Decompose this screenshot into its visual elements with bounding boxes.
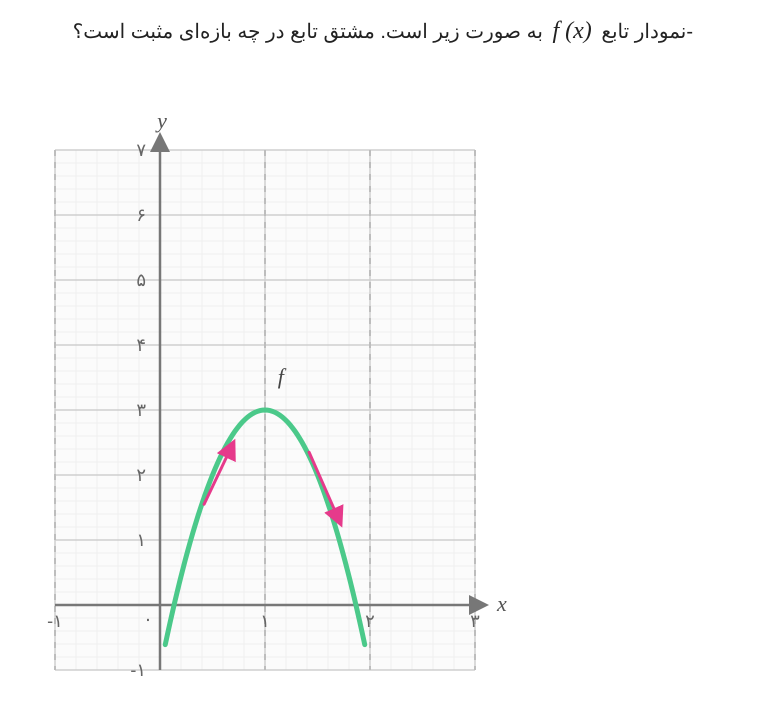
svg-text:۵: ۵: [136, 270, 146, 290]
question-text: -نمودار تابع f (x) به صورت زیر است. مشتق…: [60, 12, 693, 50]
question-post: به صورت زیر است. مشتق تابع در چه بازه‌ای…: [73, 21, 543, 43]
svg-text:۰: ۰: [143, 609, 153, 629]
svg-text:x: x: [496, 591, 507, 616]
svg-text:۱: ۱: [136, 530, 146, 550]
chart-container: -۱۰۱۲۳-۱۱۲۳۴۵۶۷xyf: [15, 110, 515, 690]
svg-text:۷: ۷: [136, 140, 146, 160]
svg-text:y: y: [155, 110, 167, 133]
svg-text:۴: ۴: [136, 335, 146, 355]
svg-text:۳: ۳: [136, 400, 146, 420]
function-chart: -۱۰۱۲۳-۱۱۲۳۴۵۶۷xyf: [15, 110, 515, 690]
svg-text:۲: ۲: [136, 465, 146, 485]
question-fx: f (x): [548, 18, 595, 44]
svg-text:۲: ۲: [365, 611, 375, 631]
svg-text:-۱: -۱: [47, 611, 63, 631]
svg-text:۱: ۱: [260, 611, 270, 631]
svg-text:۳: ۳: [470, 611, 480, 631]
question-pre: -نمودار تابع: [596, 21, 693, 43]
svg-text:۶: ۶: [136, 205, 146, 225]
svg-text:-۱: -۱: [130, 660, 146, 680]
